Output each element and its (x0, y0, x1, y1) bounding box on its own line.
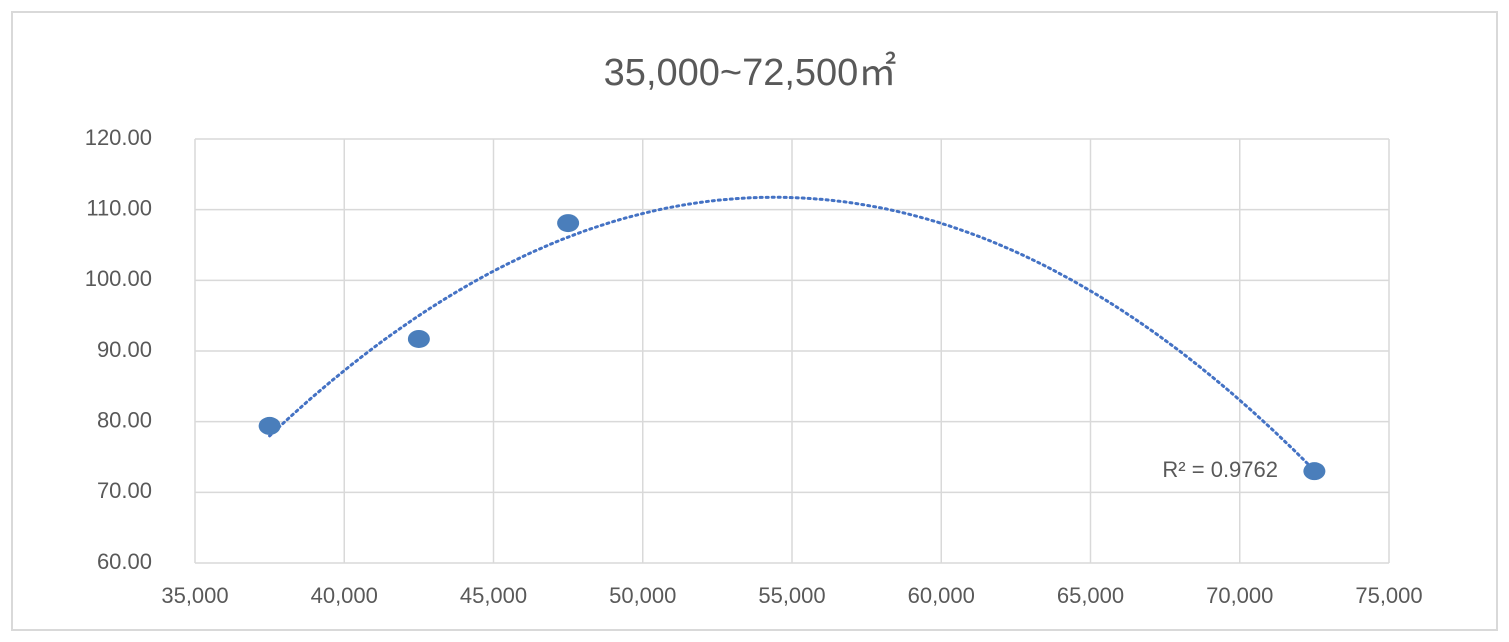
y-tick-label: 90.00 (97, 337, 152, 362)
point (407, 329, 430, 348)
y-tick-label: 70.00 (97, 478, 152, 503)
chart-title: 35,000~72,500㎡ (604, 52, 897, 94)
x-tick-label: 55,000 (758, 583, 825, 608)
y-tick-label: 80.00 (97, 407, 152, 432)
point (1303, 462, 1326, 481)
x-tick-label: 40,000 (311, 583, 378, 608)
x-tick-label: 70,000 (1206, 583, 1273, 608)
annotation: R² = 0.9762 (1162, 457, 1278, 482)
x-tick-label: 75,000 (1355, 583, 1422, 608)
y-tick-label: 60.00 (97, 549, 152, 574)
y-tick-label: 110.00 (86, 195, 152, 220)
x-tick-label: 60,000 (908, 583, 975, 608)
x-tick-label: 45,000 (460, 583, 527, 608)
point (557, 214, 580, 233)
x-tick-label: 50,000 (609, 583, 676, 608)
trendline (268, 195, 1316, 472)
y-tick-label: 120.00 (85, 125, 152, 150)
y-tick-label: 100.00 (85, 266, 152, 291)
point (258, 416, 281, 435)
x-tick-label: 65,000 (1057, 583, 1124, 608)
x-tick-label: 35,000 (161, 583, 228, 608)
chart-frame (11, 11, 1498, 631)
